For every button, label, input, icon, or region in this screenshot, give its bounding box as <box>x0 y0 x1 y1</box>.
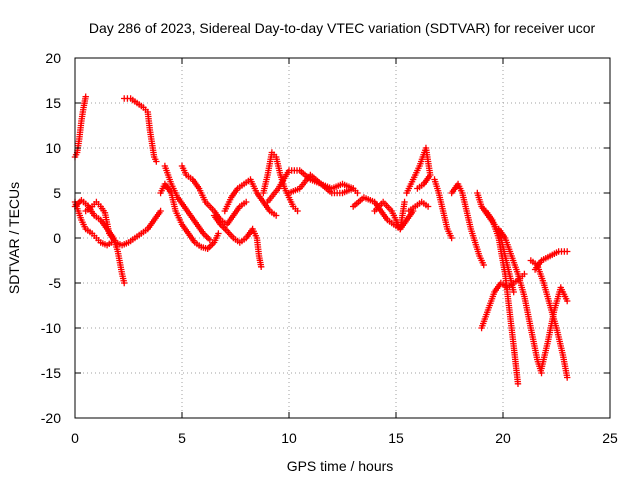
data-point <box>424 203 432 210</box>
data-points-layer <box>71 93 571 387</box>
grid-layer <box>75 58 610 418</box>
y-tick-label: 15 <box>45 95 61 111</box>
y-tick-label: -10 <box>41 320 61 336</box>
data-point <box>521 270 528 278</box>
data-point <box>401 198 408 206</box>
x-tick-label: 0 <box>71 430 79 446</box>
x-tick-label: 25 <box>602 430 618 446</box>
data-point <box>354 189 361 197</box>
series-arc-9 <box>210 212 265 270</box>
series-arc-3 <box>71 198 115 249</box>
data-point <box>157 207 164 215</box>
data-point <box>564 248 571 255</box>
series-arc-24 <box>527 257 571 381</box>
y-tick-label: -20 <box>41 410 61 426</box>
series-arc-5 <box>121 95 160 165</box>
data-point <box>206 236 214 243</box>
data-point <box>564 297 571 305</box>
y-tick-label: -15 <box>41 365 61 381</box>
data-point <box>514 380 522 387</box>
data-point <box>243 198 250 206</box>
data-point <box>257 263 265 270</box>
series-arc-1 <box>71 93 89 161</box>
series-arc-19 <box>448 180 487 269</box>
y-tick-label: 20 <box>45 50 61 66</box>
series-arc-7 <box>161 162 214 243</box>
series-arc-17 <box>405 198 432 215</box>
series-arc-16 <box>403 144 434 197</box>
series-arc-25 <box>531 248 571 273</box>
series-arc-20 <box>474 189 517 296</box>
series-arc-15 <box>371 198 408 233</box>
chart-title: Day 286 of 2023, Sidereal Day-to-day VTE… <box>89 20 596 36</box>
y-tick-label: 10 <box>45 140 61 156</box>
y-tick-label: 5 <box>53 185 61 201</box>
x-axis-title: GPS time / hours <box>287 458 394 474</box>
series-arc-22 <box>482 207 522 387</box>
x-tick-label: 15 <box>388 430 404 446</box>
data-point <box>82 93 89 100</box>
data-point <box>510 288 517 296</box>
x-tick-label: 10 <box>281 430 297 446</box>
data-point <box>272 212 280 219</box>
data-point <box>153 158 160 165</box>
data-point <box>480 261 487 269</box>
y-tick-label: 0 <box>53 230 61 246</box>
axes-layer: 0 5 10 15 20 25 -20 -15 -10 -5 0 5 10 15 20 <box>41 50 618 446</box>
series-arc-23 <box>495 225 545 377</box>
series-arc-10 <box>221 176 280 219</box>
y-tick-label: -5 <box>49 275 62 291</box>
series-arc-26 <box>538 284 571 372</box>
data-point <box>414 185 421 192</box>
y-axis-title: SDTVAR / TECUs <box>6 182 22 294</box>
series-arc-18 <box>431 176 455 242</box>
data-point <box>215 230 222 237</box>
data-point <box>448 234 455 242</box>
data-point <box>294 207 301 215</box>
series-arc-8 <box>178 162 250 228</box>
data-point <box>350 185 357 192</box>
series-arc-4 <box>82 198 164 249</box>
series-arc-13 <box>285 171 357 197</box>
x-tick-label: 5 <box>178 430 186 446</box>
data-point <box>564 374 571 381</box>
x-tick-label: 20 <box>495 430 511 446</box>
data-point <box>121 279 128 287</box>
